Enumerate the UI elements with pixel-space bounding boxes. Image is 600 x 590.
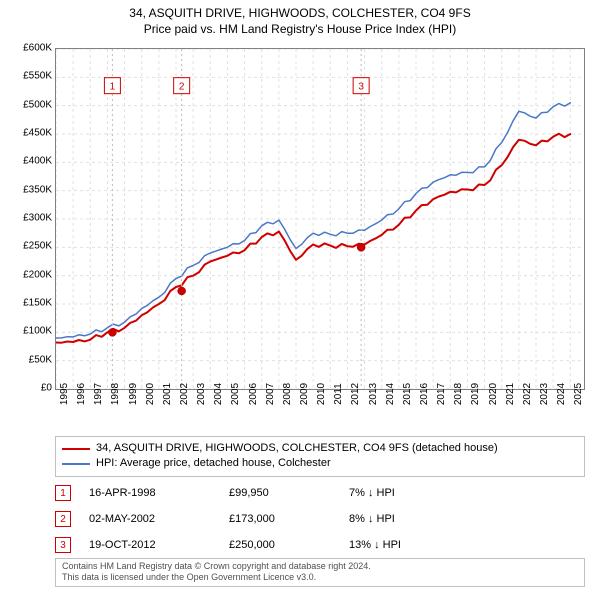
- x-tick-label: 2010: [316, 383, 327, 405]
- x-tick-label: 2009: [299, 383, 310, 405]
- x-tick-label: 2000: [145, 383, 156, 405]
- sale-row: 1 16-APR-1998£99,9507% ↓ HPI: [55, 480, 585, 506]
- sale-marker-badge: 2: [55, 511, 71, 527]
- chart-svg: 1 2 3: [56, 49, 584, 389]
- y-tick-label: £250K: [23, 241, 52, 252]
- y-tick-label: £100K: [23, 326, 52, 337]
- sale-date: 02-MAY-2002: [89, 513, 229, 525]
- x-tick-label: 2023: [539, 383, 550, 405]
- sale-price: £99,950: [229, 487, 349, 499]
- legend-row: HPI: Average price, detached house, Colc…: [62, 456, 578, 471]
- plot-area: 1 2 3: [55, 48, 585, 390]
- x-tick-label: 2008: [282, 383, 293, 405]
- sale-price: £173,000: [229, 513, 349, 525]
- y-tick-label: £600K: [23, 43, 52, 54]
- x-tick-label: 2003: [196, 383, 207, 405]
- sale-date: 16-APR-1998: [89, 487, 229, 499]
- x-tick-label: 2018: [453, 383, 464, 405]
- y-tick-label: £150K: [23, 298, 52, 309]
- x-tick-label: 1998: [110, 383, 121, 405]
- sale-marker-badge: 3: [55, 537, 71, 553]
- y-tick-label: £0: [41, 383, 52, 394]
- y-tick-label: £400K: [23, 156, 52, 167]
- x-tick-label: 2004: [213, 383, 224, 405]
- sale-price: £250,000: [229, 539, 349, 551]
- y-tick-label: £500K: [23, 99, 52, 110]
- x-tick-label: 2006: [248, 383, 259, 405]
- legend-label: 34, ASQUITH DRIVE, HIGHWOODS, COLCHESTER…: [96, 441, 498, 456]
- y-tick-label: £300K: [23, 213, 52, 224]
- sale-hpi-delta: 13% ↓ HPI: [349, 539, 469, 551]
- sale-row: 3 19-OCT-2012£250,00013% ↓ HPI: [55, 532, 585, 558]
- sale-row: 2 02-MAY-2002£173,0008% ↓ HPI: [55, 506, 585, 532]
- x-tick-label: 1999: [128, 383, 139, 405]
- x-tick-label: 1997: [93, 383, 104, 405]
- svg-text:3: 3: [358, 82, 364, 93]
- sale-hpi-delta: 8% ↓ HPI: [349, 513, 469, 525]
- sale-hpi-delta: 7% ↓ HPI: [349, 487, 469, 499]
- x-tick-label: 2001: [162, 383, 173, 405]
- sale-date: 19-OCT-2012: [89, 539, 229, 551]
- legend-swatch: [62, 448, 90, 450]
- chart-container: 34, ASQUITH DRIVE, HIGHWOODS, COLCHESTER…: [0, 0, 600, 590]
- legend-row: 34, ASQUITH DRIVE, HIGHWOODS, COLCHESTER…: [62, 441, 578, 456]
- x-tick-label: 2005: [230, 383, 241, 405]
- x-tick-label: 2021: [505, 383, 516, 405]
- legend-label: HPI: Average price, detached house, Colc…: [96, 456, 331, 471]
- y-tick-label: £450K: [23, 128, 52, 139]
- sale-marker-badge: 1: [55, 485, 71, 501]
- x-tick-label: 2024: [556, 383, 567, 405]
- title-line-2: Price paid vs. HM Land Registry's House …: [0, 22, 600, 36]
- chart-titles: 34, ASQUITH DRIVE, HIGHWOODS, COLCHESTER…: [0, 0, 600, 36]
- x-tick-label: 2020: [488, 383, 499, 405]
- x-tick-label: 2013: [368, 383, 379, 405]
- x-tick-label: 2015: [402, 383, 413, 405]
- x-tick-label: 2017: [436, 383, 447, 405]
- x-tick-label: 2011: [333, 383, 344, 405]
- x-tick-label: 2022: [522, 383, 533, 405]
- y-tick-label: £350K: [23, 184, 52, 195]
- svg-text:2: 2: [179, 82, 185, 93]
- y-tick-label: £50K: [29, 354, 52, 365]
- legend: 34, ASQUITH DRIVE, HIGHWOODS, COLCHESTER…: [55, 436, 585, 477]
- x-tick-label: 2016: [419, 383, 430, 405]
- x-tick-label: 1995: [59, 383, 70, 405]
- footer-line-1: Contains HM Land Registry data © Crown c…: [62, 561, 578, 572]
- x-tick-label: 2007: [265, 383, 276, 405]
- footer-line-2: This data is licensed under the Open Gov…: [62, 572, 578, 583]
- x-tick-label: 2014: [385, 383, 396, 405]
- x-tick-label: 2019: [470, 383, 481, 405]
- y-tick-label: £200K: [23, 269, 52, 280]
- x-tick-label: 2012: [350, 383, 361, 405]
- title-line-1: 34, ASQUITH DRIVE, HIGHWOODS, COLCHESTER…: [0, 6, 600, 20]
- sales-table: 116-APR-1998£99,9507% ↓ HPI202-MAY-2002£…: [55, 480, 585, 558]
- attribution-footer: Contains HM Land Registry data © Crown c…: [55, 558, 585, 587]
- x-tick-label: 2002: [179, 383, 190, 405]
- y-tick-label: £550K: [23, 71, 52, 82]
- x-tick-label: 1996: [76, 383, 87, 405]
- svg-text:1: 1: [110, 82, 116, 93]
- x-tick-label: 2025: [573, 383, 584, 405]
- legend-swatch: [62, 463, 90, 465]
